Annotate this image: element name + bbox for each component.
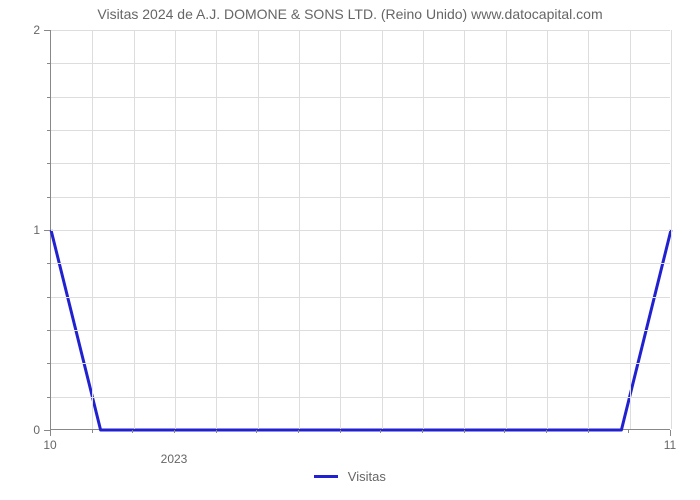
gridline-horizontal: [51, 97, 670, 98]
y-tick-label: 2: [0, 23, 40, 37]
x-minor-tick: [588, 430, 589, 433]
y-minor-tick: [47, 297, 50, 298]
x-minor-tick: [422, 430, 423, 433]
y-minor-tick: [47, 330, 50, 331]
legend: Visitas: [0, 468, 700, 484]
y-minor-tick: [47, 63, 50, 64]
x-minor-tick: [464, 430, 465, 433]
gridline-vertical: [671, 30, 672, 429]
y-minor-tick: [47, 197, 50, 198]
x-tick-label: 10: [43, 438, 56, 452]
gridline-horizontal: [51, 197, 670, 198]
x-minor-tick: [132, 430, 133, 433]
gridline-horizontal: [51, 330, 670, 331]
gridline-horizontal: [51, 397, 670, 398]
y-minor-tick: [47, 263, 50, 264]
gridline-horizontal: [51, 63, 670, 64]
x-minor-tick: [628, 430, 629, 433]
x-minor-tick: [340, 430, 341, 433]
x-minor-tick: [256, 430, 257, 433]
x-secondary-label: 2023: [161, 452, 188, 466]
plot-area: [50, 30, 670, 430]
gridline-horizontal: [51, 230, 670, 231]
x-minor-tick: [380, 430, 381, 433]
x-minor-tick: [174, 430, 175, 433]
gridline-horizontal: [51, 263, 670, 264]
gridline-horizontal: [51, 130, 670, 131]
x-tick-label: 11: [664, 438, 676, 452]
chart-title: Visitas 2024 de A.J. DOMONE & SONS LTD. …: [0, 6, 700, 22]
y-minor-tick: [47, 363, 50, 364]
x-major-tick: [670, 430, 671, 436]
y-major-tick: [44, 230, 50, 231]
legend-swatch: [314, 475, 338, 478]
gridline-horizontal: [51, 163, 670, 164]
y-minor-tick: [47, 397, 50, 398]
x-minor-tick: [298, 430, 299, 433]
x-minor-tick: [216, 430, 217, 433]
x-minor-tick: [504, 430, 505, 433]
x-minor-tick: [92, 430, 93, 433]
y-minor-tick: [47, 163, 50, 164]
x-minor-tick: [546, 430, 547, 433]
gridline-horizontal: [51, 297, 670, 298]
x-major-tick: [50, 430, 51, 436]
gridline-horizontal: [51, 363, 670, 364]
y-minor-tick: [47, 130, 50, 131]
gridline-horizontal: [51, 30, 670, 31]
y-major-tick: [44, 30, 50, 31]
y-tick-label: 1: [0, 223, 40, 237]
legend-label: Visitas: [348, 469, 386, 484]
y-minor-tick: [47, 97, 50, 98]
y-tick-label: 0: [0, 423, 40, 437]
